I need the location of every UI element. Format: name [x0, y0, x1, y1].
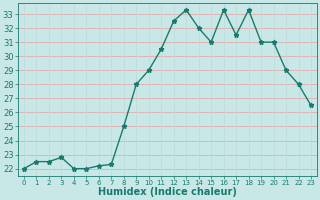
X-axis label: Humidex (Indice chaleur): Humidex (Indice chaleur) [98, 187, 237, 197]
